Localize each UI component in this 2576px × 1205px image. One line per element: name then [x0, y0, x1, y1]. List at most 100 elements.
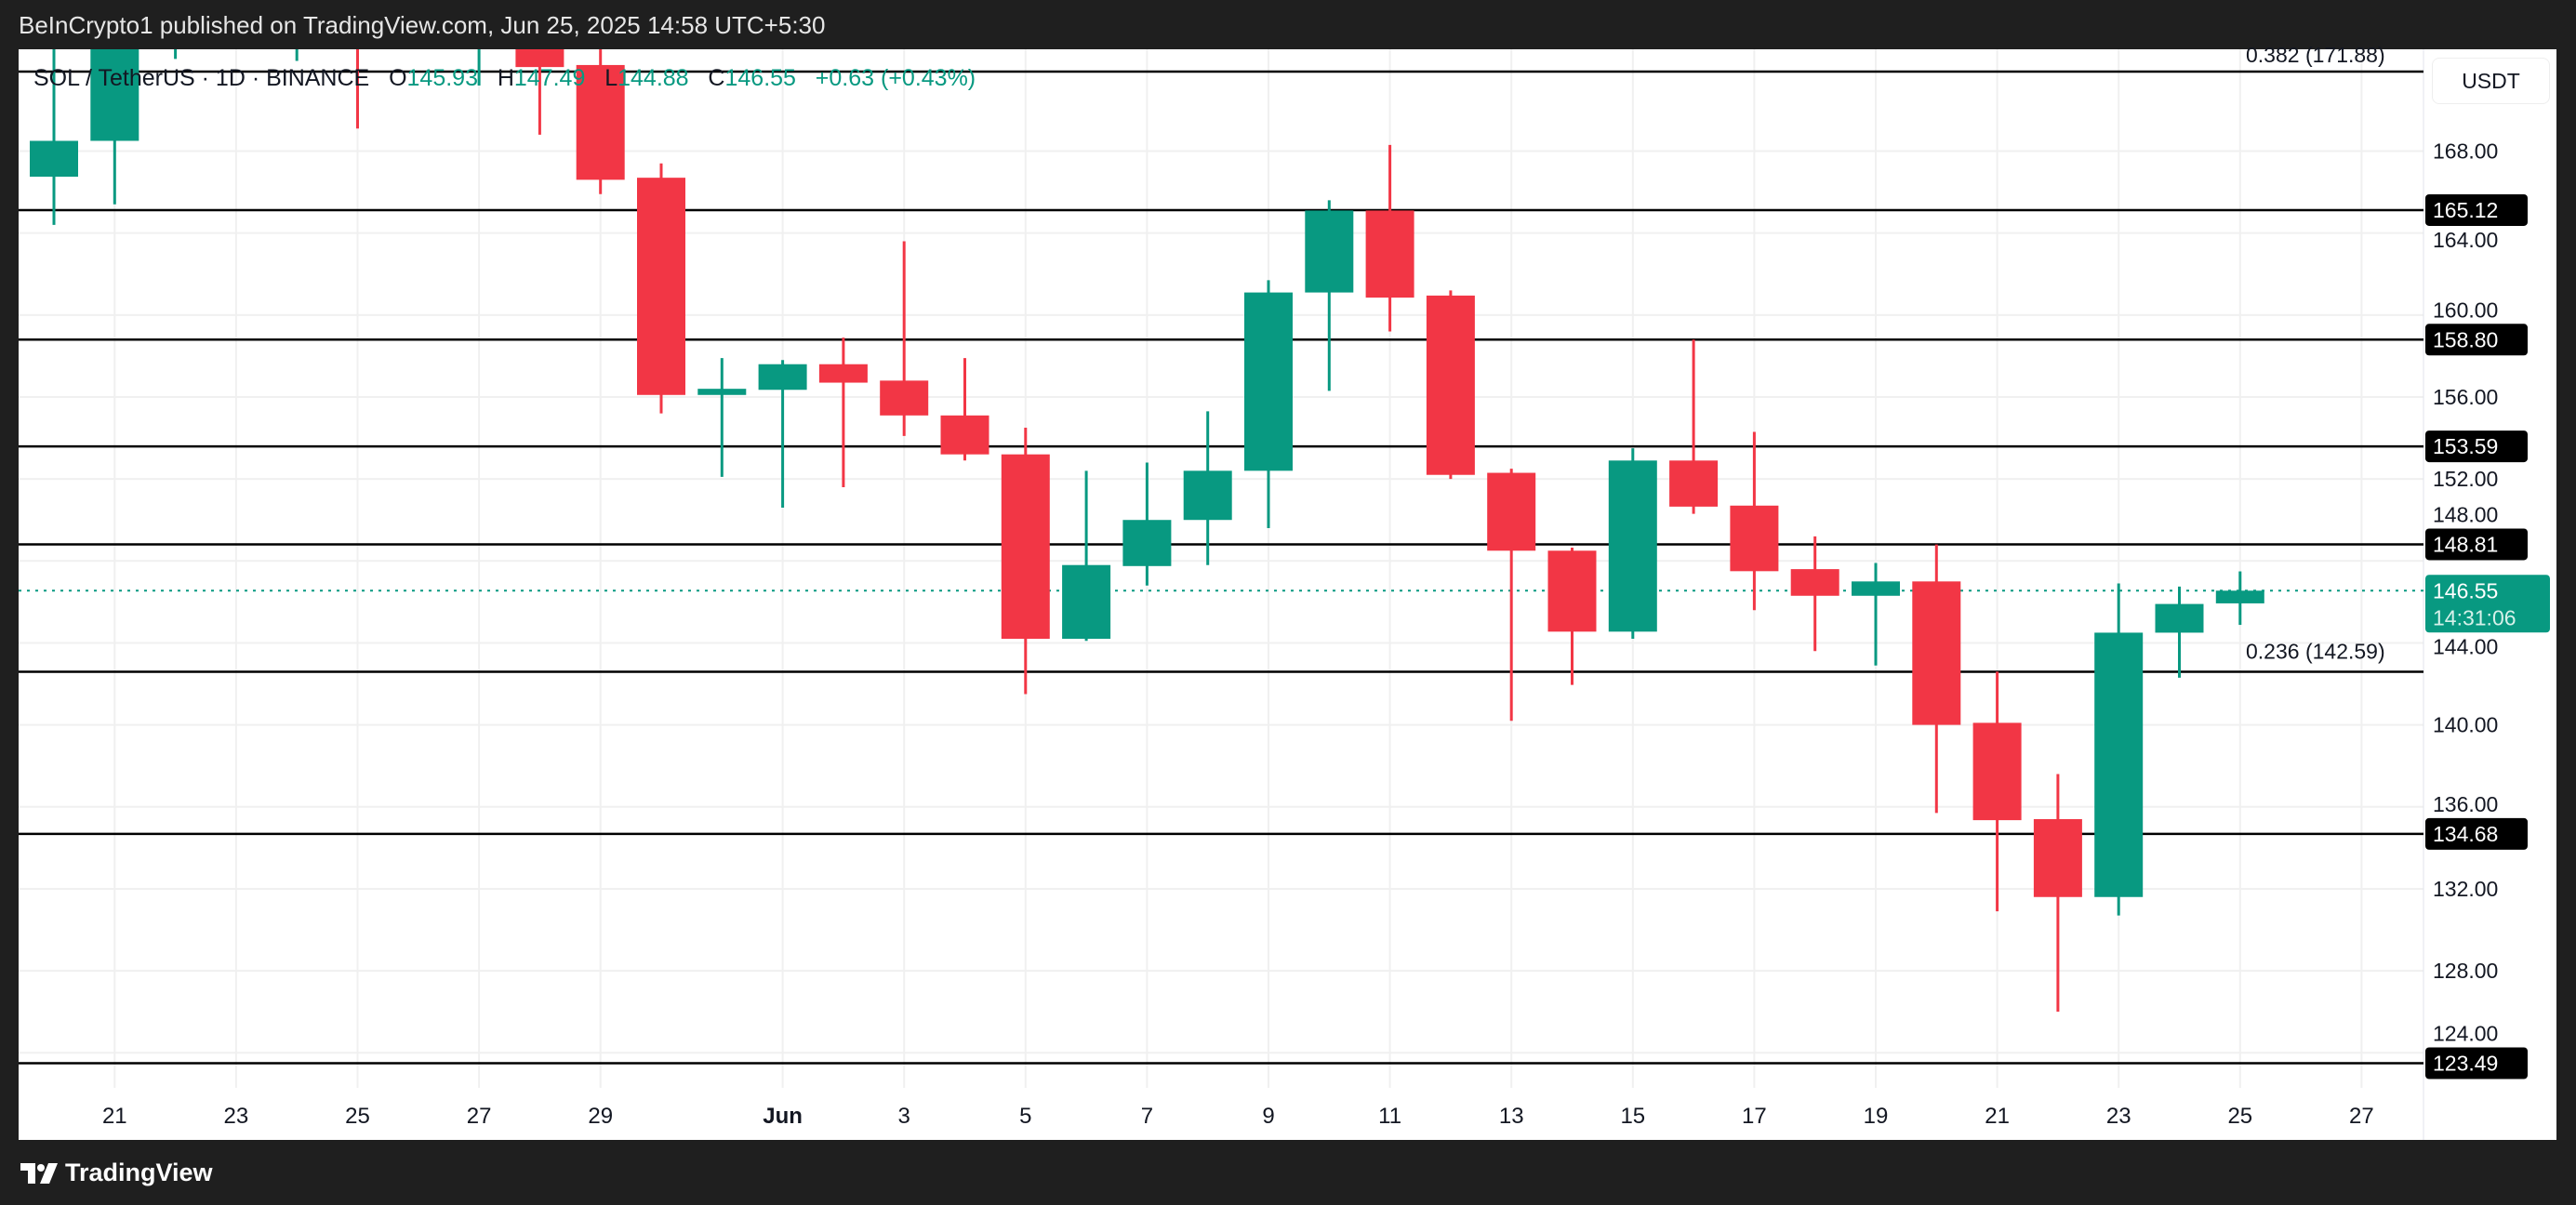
- price-level-badge: [2425, 1047, 2528, 1079]
- price-tick-label: 152.00: [2433, 467, 2498, 491]
- fib-labels: 0.382 (171.88) 0.236 (142.59): [2246, 43, 2385, 664]
- date-tick-label: 19: [1864, 1104, 1889, 1129]
- date-tick-label: 11: [1378, 1104, 1401, 1129]
- price-level-label: 148.81: [2433, 532, 2498, 556]
- candle-bullish: [2155, 603, 2204, 633]
- price-level-badge: [2425, 817, 2528, 850]
- candle-bearish: [1547, 550, 1597, 632]
- price-tick-label: 148.00: [2433, 502, 2498, 526]
- candle-bearish: [576, 64, 625, 180]
- last-price-label: 146.55: [2433, 578, 2498, 602]
- price-tick-label: 164.00: [2433, 228, 2498, 252]
- symbol-legend: SOL / TetherUS · 1D · BINANCE O145.93 H1…: [33, 65, 976, 92]
- date-tick-label: 21: [1985, 1104, 2010, 1129]
- date-tick-label: Jun: [763, 1104, 803, 1129]
- currency-button[interactable]: USDT: [2432, 58, 2550, 104]
- candle-bullish: [2215, 590, 2264, 603]
- price-level-label: 165.12: [2433, 198, 2498, 222]
- candle-bearish: [1426, 295, 1475, 475]
- price-level-badge: [2425, 430, 2528, 463]
- price-tick-label: 128.00: [2433, 959, 2498, 983]
- price-level-badge: [2425, 324, 2528, 356]
- high-label: H: [497, 65, 514, 91]
- candle-bullish: [1244, 292, 1293, 471]
- date-tick-label: 25: [345, 1104, 370, 1129]
- close-label: C: [708, 65, 725, 91]
- candle-bearish: [880, 380, 929, 416]
- time-axis[interactable]: 21 23 25 27 29 Jun 3 5 7 9 11 13 15 17 19 21 23 25 27: [102, 1104, 2374, 1129]
- candle-bearish: [1972, 722, 2022, 821]
- price-tick-label: 136.00: [2433, 792, 2498, 816]
- date-tick-label: 23: [224, 1104, 249, 1129]
- date-tick-label: 3: [898, 1104, 910, 1129]
- low-label: L: [604, 65, 618, 91]
- candle-bearish: [637, 178, 685, 395]
- candle-bullish: [758, 364, 807, 391]
- candle-bullish: [1608, 460, 1657, 632]
- low-value: 144.88: [617, 65, 689, 91]
- price-tick-label: 144.00: [2433, 634, 2498, 658]
- candle-bearish: [1001, 454, 1050, 640]
- candle-bullish: [1852, 581, 1900, 596]
- bar-countdown-label: 14:31:06: [2433, 605, 2516, 629]
- close-value: 146.55: [724, 65, 796, 91]
- candle-bullish: [1183, 470, 1232, 521]
- candle-bullish: [1305, 210, 1354, 293]
- candle-bearish: [1730, 505, 1779, 572]
- open-value: 145.93: [406, 65, 478, 91]
- price-level-label: 134.68: [2433, 822, 2498, 846]
- candle-bullish: [455, 0, 503, 7]
- price-tick-label: 160.00: [2433, 298, 2498, 322]
- price-level-label: 123.49: [2433, 1052, 2498, 1076]
- price-tick-label: 168.00: [2433, 139, 2498, 164]
- high-value: 147.49: [513, 65, 586, 91]
- price-tick-label: 124.00: [2433, 1022, 2498, 1046]
- candle-bullish: [1122, 520, 1172, 566]
- publish-info: BeInCrypto1 published on TradingView.com…: [19, 11, 826, 39]
- candle-bullish: [30, 140, 78, 178]
- price-axis[interactable]: 124.00 128.00 132.00 136.00 140.00 144.00 148.…: [2425, 139, 2550, 1079]
- date-tick-label: 5: [1019, 1104, 1031, 1129]
- price-level-label: 158.80: [2433, 327, 2498, 351]
- candle-bearish: [1365, 210, 1414, 298]
- date-tick-label: 23: [2106, 1104, 2131, 1129]
- last-price-badge: [2425, 575, 2550, 633]
- candle-bullish: [90, 49, 139, 141]
- candle-bearish: [2033, 819, 2082, 897]
- date-tick-label: 15: [1620, 1104, 1645, 1129]
- candle-bearish: [1912, 581, 1961, 725]
- candle-bearish: [1790, 569, 1839, 596]
- candles: [30, 0, 2264, 1013]
- price-tick-label: 140.00: [2433, 713, 2498, 737]
- candle-bearish: [1669, 460, 1719, 507]
- date-tick-label: 21: [102, 1104, 127, 1129]
- candle-bearish: [515, 49, 564, 68]
- brand-name: TradingView: [65, 1159, 213, 1186]
- date-tick-label: 17: [1742, 1104, 1767, 1129]
- candle-bullish: [697, 389, 747, 395]
- chart-panel[interactable]: [19, 49, 2556, 1140]
- price-level-label: 153.59: [2433, 434, 2498, 458]
- price-level-badge: [2425, 193, 2528, 226]
- date-tick-label: 27: [467, 1104, 492, 1129]
- symbol-name[interactable]: SOL / TetherUS · 1D · BINANCE: [33, 65, 370, 91]
- date-tick-label: 9: [1262, 1104, 1274, 1129]
- price-tick-label: 132.00: [2433, 877, 2498, 901]
- candle-bullish: [1062, 564, 1111, 640]
- date-tick-label: 25: [2227, 1104, 2252, 1129]
- fib-level-label: 0.382 (171.88): [2246, 43, 2385, 67]
- price-tick-label: 156.00: [2433, 385, 2498, 409]
- fib-level-label: 0.236 (142.59): [2246, 640, 2385, 664]
- tradingview-brand[interactable]: TradingView: [20, 1159, 213, 1187]
- date-tick-label: 13: [1499, 1104, 1524, 1129]
- open-label: O: [389, 65, 407, 91]
- grid: [19, 49, 2424, 1140]
- date-tick-label: 27: [2349, 1104, 2374, 1129]
- date-tick-label: 7: [1141, 1104, 1153, 1129]
- price-level-badge: [2425, 528, 2528, 561]
- change-value: +0.63 (+0.43%): [815, 65, 976, 91]
- candle-bearish: [1487, 472, 1536, 551]
- horizontal-levels: [19, 70, 2423, 1065]
- date-tick-label: 29: [588, 1104, 613, 1129]
